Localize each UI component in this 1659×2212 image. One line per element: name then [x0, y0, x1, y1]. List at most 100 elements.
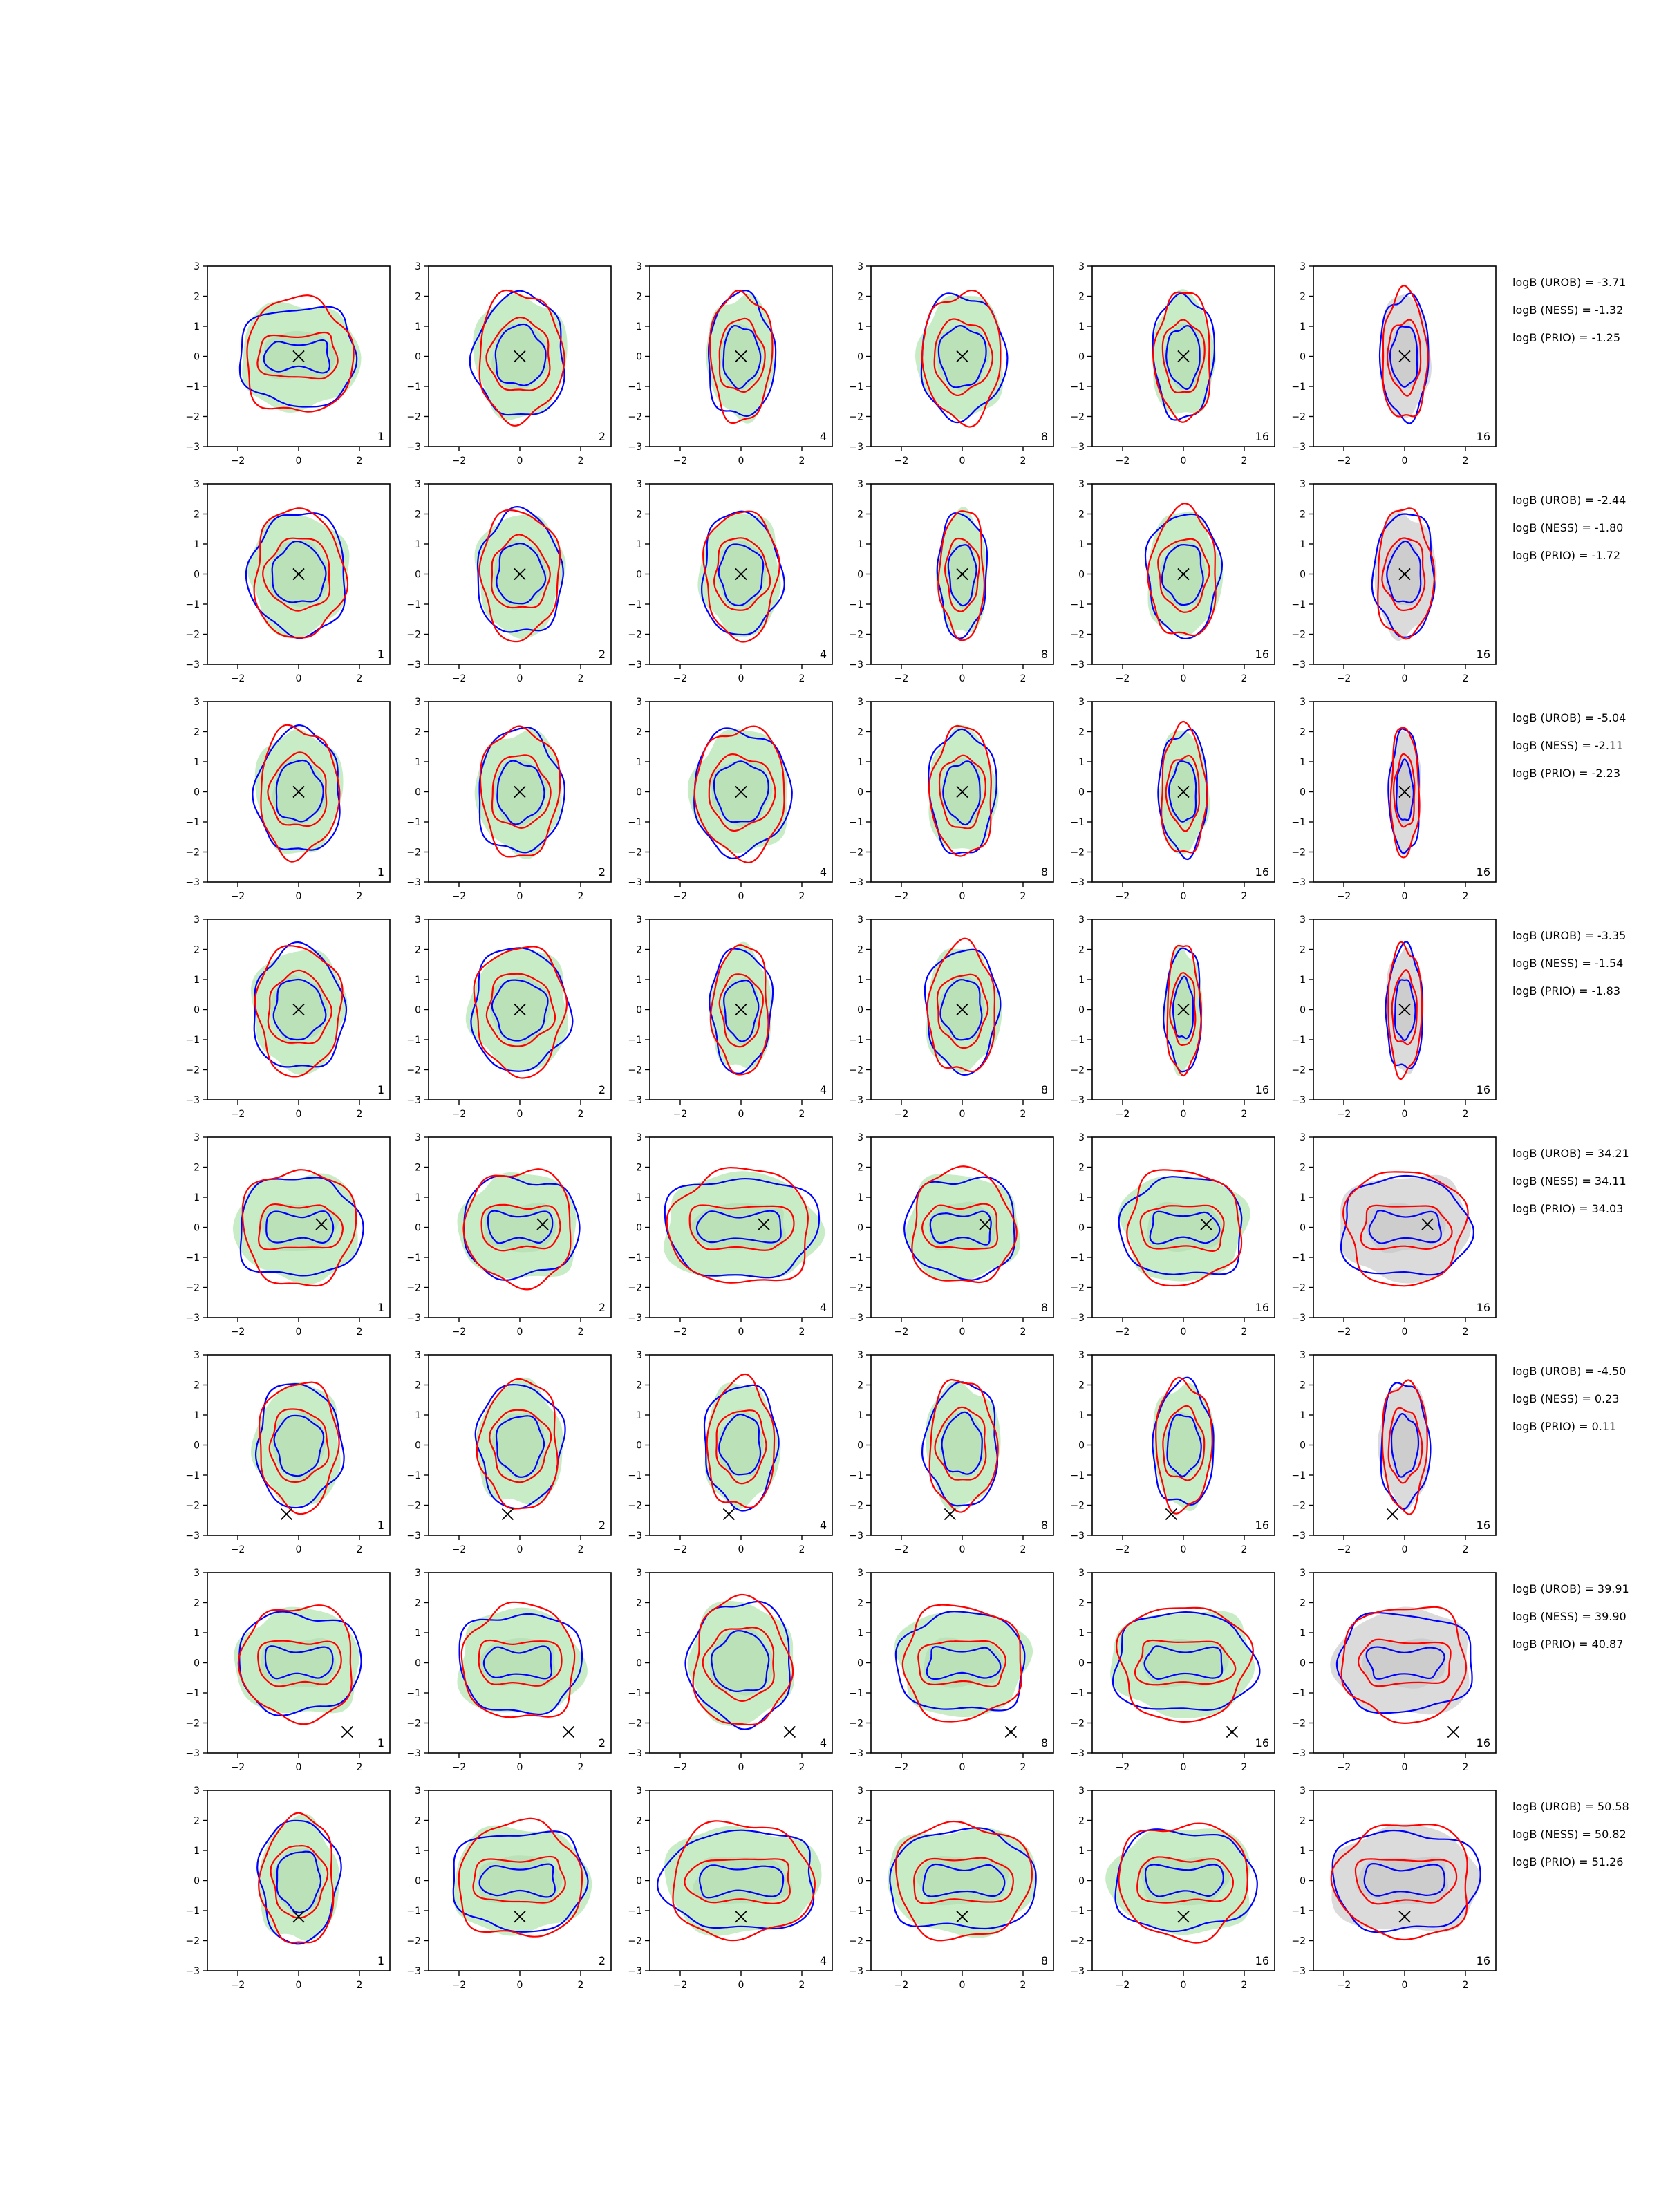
true-value-marker [956, 1911, 968, 1923]
y-tick-label: 2 [636, 1163, 642, 1174]
panel-label: 1 [377, 1736, 384, 1750]
true-value-marker [1165, 1508, 1178, 1521]
bayes-factor-label: logB (NESS) = -1.54 [1512, 957, 1623, 970]
red-contour-inner [684, 1858, 791, 1904]
red-contour-outer [1116, 1606, 1254, 1723]
y-tick-label: 0 [636, 1441, 642, 1452]
density-fill-inner [478, 1855, 563, 1905]
y-tick-label: −1 [406, 817, 421, 828]
y-tick-label: −2 [628, 1501, 642, 1512]
y-tick-label: 0 [636, 787, 642, 798]
y-tick-label: −2 [406, 847, 421, 859]
y-tick-label: 2 [1300, 509, 1306, 521]
x-tick-label: −2 [894, 1762, 909, 1773]
y-tick-label: 1 [1300, 539, 1306, 550]
x-tick-label: 2 [357, 1762, 363, 1773]
y-tick-label: 3 [194, 261, 200, 272]
true-value-marker [735, 1003, 747, 1016]
panel-label: 4 [820, 1954, 827, 1967]
x-tick-label: 2 [578, 1544, 584, 1555]
y-tick-label: 3 [1078, 697, 1085, 708]
y-tick-label: 2 [415, 1163, 421, 1174]
y-tick-label: −2 [1070, 630, 1085, 641]
y-tick-label: 0 [415, 1005, 421, 1016]
blue-contour-inner [1149, 1210, 1221, 1245]
density-fill-inner [1140, 1639, 1229, 1688]
bayes-factor-label: logB (PRIO) = -2.23 [1512, 767, 1620, 780]
y-tick-label: −3 [185, 1313, 200, 1324]
y-tick-label: −3 [1291, 659, 1306, 671]
y-tick-label: 1 [1300, 1410, 1306, 1421]
y-tick-label: 0 [1078, 1223, 1085, 1234]
panel-label: 16 [1255, 648, 1269, 661]
x-tick-label: −2 [1337, 1762, 1351, 1773]
bayes-factor-label: logB (UROB) = 39.91 [1512, 1582, 1629, 1595]
y-tick-label: 0 [1300, 1223, 1306, 1234]
y-tick-label: 2 [1078, 1380, 1085, 1391]
y-tick-label: 1 [1078, 1628, 1085, 1639]
x-tick-label: 0 [517, 891, 523, 902]
x-tick-label: 0 [959, 1980, 966, 1991]
x-tick-label: 0 [1402, 1327, 1408, 1338]
y-tick-label: 1 [1078, 1192, 1085, 1203]
x-tick-label: 0 [1181, 1544, 1187, 1555]
y-tick-label: −3 [185, 442, 200, 453]
blue-contour-outer [1152, 1376, 1215, 1506]
red-contour-outer [1152, 291, 1211, 423]
blue-contour-inner [711, 1630, 770, 1693]
panel-r3-c3: −2 0 2 −3 −2 −1 0 1 2 3 4 [628, 697, 833, 902]
true-value-marker [735, 568, 747, 581]
x-tick-label: −2 [452, 1762, 467, 1773]
panel-label: 2 [599, 430, 606, 443]
plot-area [1385, 941, 1424, 1080]
plot-area [1118, 1169, 1250, 1287]
x-tick-label: 2 [1020, 1109, 1027, 1120]
red-contour-outer [253, 507, 349, 639]
density-fill-inner [1389, 1413, 1421, 1480]
y-tick-label: −2 [185, 1501, 200, 1512]
y-tick-label: −3 [406, 877, 421, 888]
red-contour-inner [491, 534, 551, 609]
plot-area [709, 941, 774, 1076]
true-value-marker [1177, 350, 1190, 363]
panel-r2-c3: −2 0 2 −3 −2 −1 0 1 2 3 4 [628, 479, 833, 684]
x-tick-label: 0 [1181, 1327, 1187, 1338]
y-tick-label: −1 [1070, 1253, 1085, 1264]
density-fill-inner [272, 1412, 326, 1481]
x-tick-label: 2 [1241, 1544, 1248, 1555]
x-tick-label: 2 [799, 891, 805, 902]
true-value-marker [1398, 350, 1411, 363]
y-tick-label: −2 [1291, 1718, 1306, 1730]
panel-label: 1 [377, 1301, 384, 1314]
panel-r6-c5: −2 0 2 −3 −2 −1 0 1 2 3 16 [1070, 1350, 1275, 1555]
panel-r4-c6: −2 0 2 −3 −2 −1 0 1 2 3 16 [1291, 915, 1497, 1120]
x-tick-label: −2 [894, 1109, 909, 1120]
panel-label: 8 [1041, 1083, 1048, 1096]
y-tick-label: 2 [636, 727, 642, 738]
x-tick-label: 0 [1402, 456, 1408, 467]
y-tick-label: 2 [415, 1816, 421, 1827]
true-value-marker [341, 1725, 354, 1738]
red-contour-outer [1126, 1169, 1243, 1287]
y-tick-label: 2 [1078, 509, 1085, 521]
blue-contour-inner [494, 323, 547, 386]
x-tick-label: 0 [959, 1327, 966, 1338]
blue-contour-inner [722, 324, 762, 390]
panel-r8-c4: −2 0 2 −3 −2 −1 0 1 2 3 8 [849, 1785, 1054, 1991]
y-tick-label: 1 [415, 757, 421, 768]
y-tick-label: 3 [857, 1568, 863, 1579]
y-tick-label: −2 [185, 1065, 200, 1076]
y-tick-label: −3 [1291, 877, 1306, 888]
panel-r7-c6: −2 0 2 −3 −2 −1 0 1 2 3 16 [1291, 1568, 1497, 1773]
y-tick-label: −1 [185, 817, 200, 828]
red-contour-inner [944, 537, 981, 612]
blue-contour-inner [1172, 975, 1194, 1040]
x-tick-label: 2 [1463, 891, 1469, 902]
blue-contour-outer [708, 290, 777, 418]
y-tick-label: 0 [1078, 1441, 1085, 1452]
panel-label: 2 [599, 1736, 606, 1750]
y-tick-label: −3 [849, 1966, 863, 1977]
bayes-factor-label: logB (NESS) = 50.82 [1512, 1828, 1627, 1841]
y-tick-label: 2 [415, 1598, 421, 1609]
x-tick-label: 2 [357, 673, 363, 684]
